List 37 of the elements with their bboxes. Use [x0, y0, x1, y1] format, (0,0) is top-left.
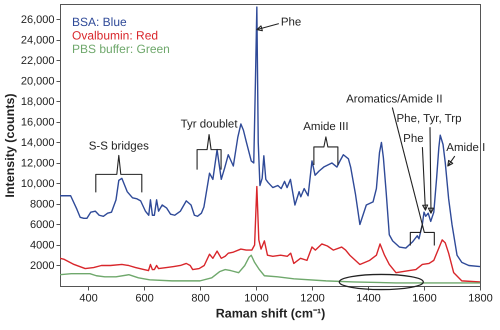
x-tick-label: 1400	[356, 292, 381, 304]
y-tick-label: 24,000	[20, 34, 54, 46]
y-tick-label: 14,000	[20, 136, 54, 149]
annotation: Aromatics/Amide II	[346, 93, 443, 106]
text: Ovalbumin: Red	[72, 28, 158, 42]
x-tick-label: 1800	[468, 292, 493, 304]
y-tick-label: 10,000	[20, 178, 54, 190]
y-axis-title: Intensity (counts)	[2, 93, 17, 198]
y-tick-label: 16,000	[20, 116, 54, 128]
annotation: Phe	[280, 16, 302, 29]
y-tick-label: 20,000	[20, 75, 54, 88]
y-tick-label: 12,000	[20, 157, 54, 170]
y-tick-label: 22,000	[20, 54, 54, 67]
x-tick-label: 1000	[244, 292, 269, 304]
x-axis-title: Raman shift (cm⁻¹)	[216, 306, 326, 320]
line-series	[60, 6, 480, 268]
annotation: Amide III	[303, 120, 349, 133]
text: BSA: Blue	[72, 15, 128, 29]
text: PBS buffer: Green	[72, 42, 170, 56]
annotation: Tyr doublet	[180, 118, 238, 131]
y-tick-label: 8000	[30, 198, 54, 210]
line-series	[60, 254, 480, 284]
x-tick-label: 1200	[300, 292, 325, 304]
annotation: S-S bridges	[88, 140, 150, 152]
x-tick-label: 600	[135, 292, 154, 304]
annotation: Phe	[403, 133, 424, 146]
x-tick-label: 400	[79, 292, 98, 304]
annotation: Amide I	[446, 142, 486, 154]
y-tick-label: 18,000	[20, 96, 54, 108]
y-tick-label: 4000	[30, 239, 54, 252]
line-series	[60, 186, 480, 283]
x-tick-label: 800	[191, 292, 210, 304]
annotation: Phe, Tyr, Trp	[396, 113, 462, 126]
y-tick-label: 2000	[30, 260, 54, 272]
y-tick-label: 6000	[30, 218, 54, 231]
x-tick-label: 1600	[412, 292, 437, 304]
y-tick-label: 26,000	[20, 14, 54, 26]
